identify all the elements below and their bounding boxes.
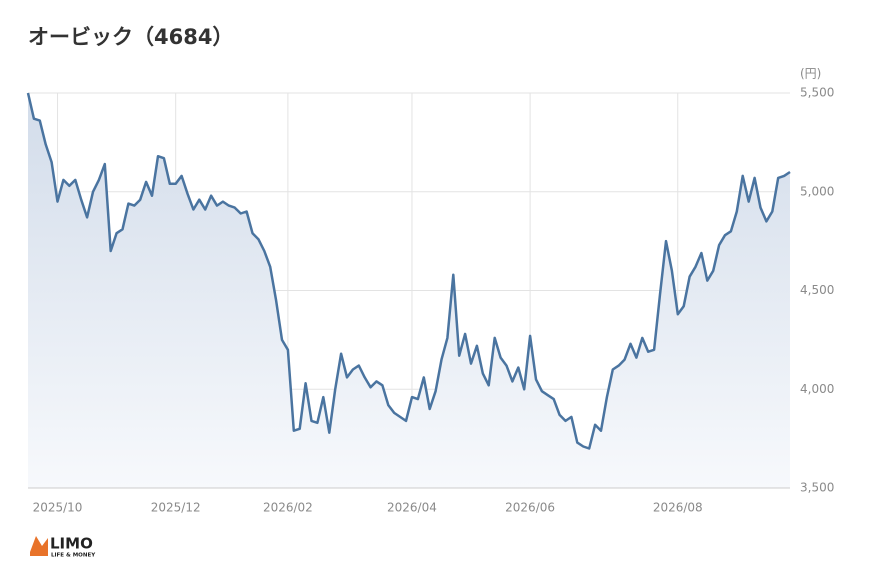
y-unit: (円) bbox=[800, 67, 821, 81]
x-tick-label: 2026/08 bbox=[653, 501, 703, 515]
y-tick-label: 4,000 bbox=[800, 382, 834, 396]
x-tick-label: 2025/12 bbox=[151, 501, 201, 515]
x-tick-label: 2026/06 bbox=[505, 501, 555, 515]
chart-title: オービック（4684） bbox=[28, 25, 233, 49]
logo: LIMO LIFE & MONEY bbox=[30, 535, 96, 559]
line bbox=[26, 92, 791, 450]
y-tick-label: 5,500 bbox=[800, 86, 834, 100]
logo-icon bbox=[30, 536, 48, 556]
x-tick-label: 2025/10 bbox=[33, 501, 83, 515]
plot: 3,500 4,000 4,500 5,000 5,500 2025/10 2025/12 2… bbox=[26, 86, 834, 515]
logo-name: LIMO bbox=[50, 535, 93, 553]
y-tick-label: 4,500 bbox=[800, 283, 834, 297]
area bbox=[28, 93, 790, 488]
logo-tagline: LIFE & MONEY bbox=[51, 553, 96, 559]
x-tick-label: 2026/04 bbox=[387, 501, 437, 515]
y-tick-label: 5,000 bbox=[800, 184, 834, 198]
x-tick-label: 2026/02 bbox=[263, 501, 313, 515]
y-tick-label: 3,500 bbox=[800, 481, 834, 495]
